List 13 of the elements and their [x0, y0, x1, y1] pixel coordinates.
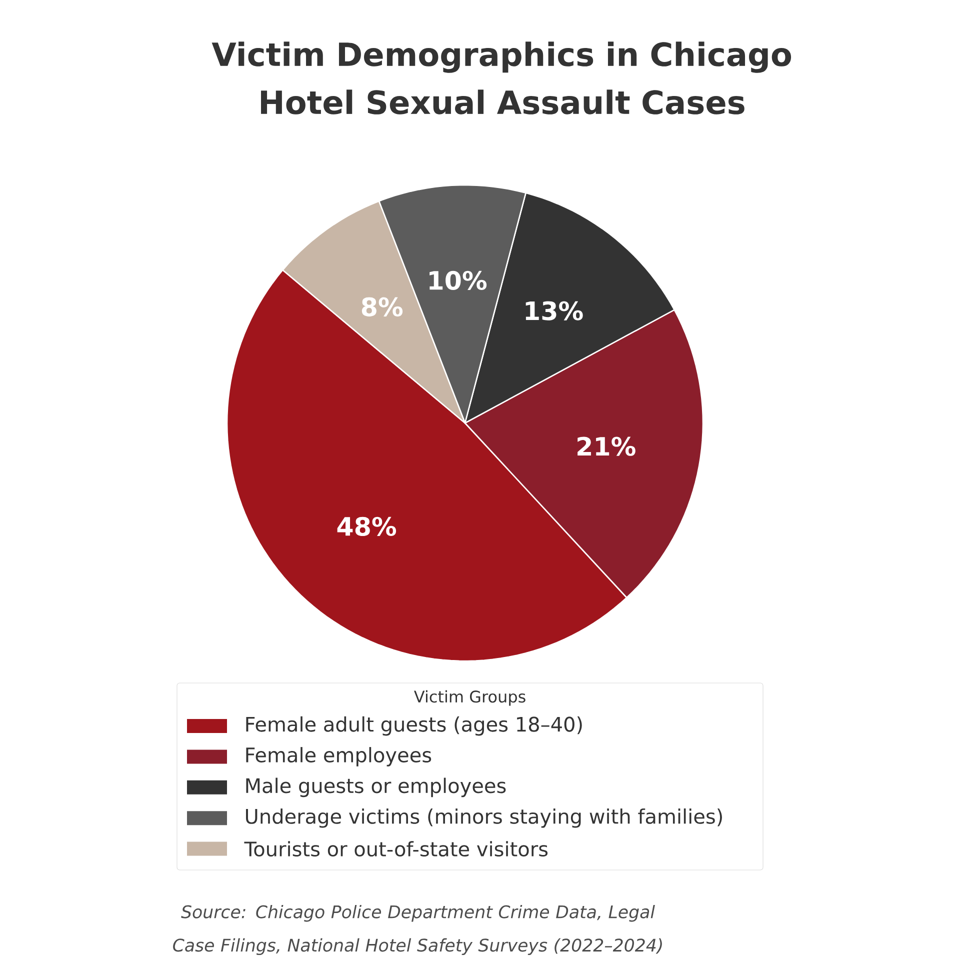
chart-title: Victim Demographics in Chicago Hotel Sexual Assault Cases [212, 42, 792, 114]
data-label: 21% [578, 436, 636, 456]
source-note: Source: Chicago Police Department Crime Data, Legal Case Filings, National Hotel Safety Surveys (2022–2024) [173, 904, 662, 956]
legend-title: Victim Groups [414, 690, 526, 706]
data-label: 8% [362, 297, 403, 316]
legend-label: Tourists or out-of-state visitors [244, 841, 548, 857]
legend-label: Underage victims (minors staying with families) [246, 808, 722, 828]
legend-label: Female employees [246, 747, 432, 766]
data-label: 10% [430, 270, 487, 290]
legend-label: Female adult guests (ages 18–40) [246, 716, 582, 736]
data-label: 13% [526, 301, 583, 320]
data-label: 48% [337, 516, 396, 536]
legend-label: Male guests or employees [246, 778, 506, 798]
